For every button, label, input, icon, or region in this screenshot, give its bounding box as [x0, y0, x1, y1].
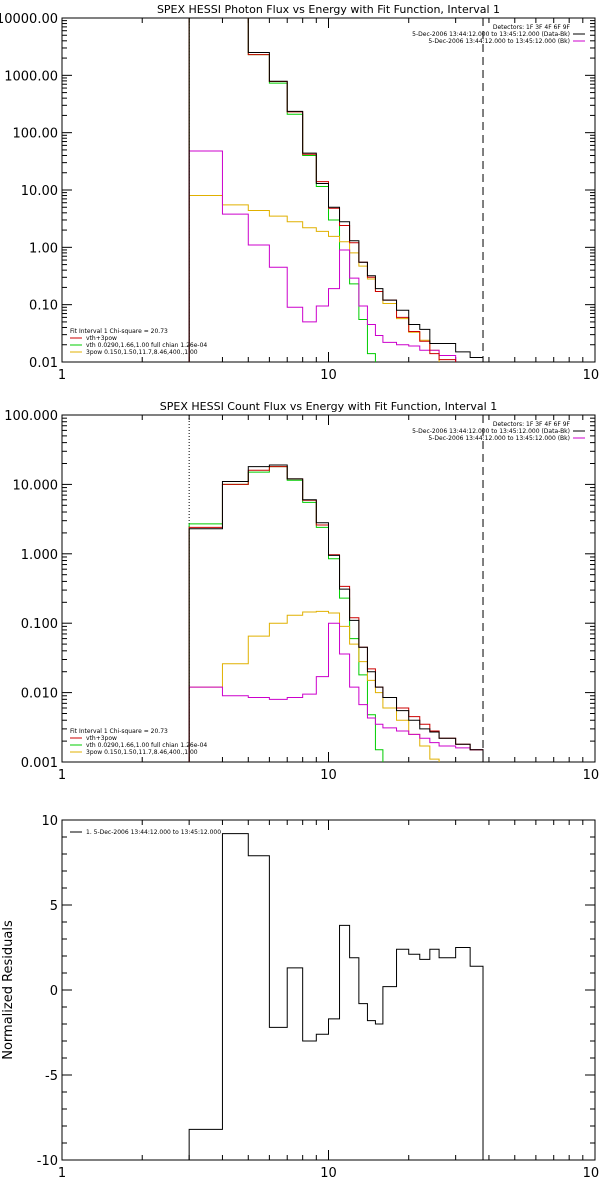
- series-line-4: [188, 466, 484, 762]
- y-tick-label: 10: [41, 814, 58, 829]
- x-tick-label: 10: [320, 368, 337, 383]
- chart-panel-2: SPEX HESSI Count Flux vs Energy with Fit…: [4, 400, 600, 783]
- series-line-3: [188, 150, 457, 362]
- plot-frame: [61, 414, 596, 763]
- y-tick-label: 0.10: [29, 299, 58, 314]
- y-tick-label: 1000.00: [4, 69, 58, 84]
- legend-text: vth+3pow: [86, 335, 117, 342]
- y-tick-label: 0.01: [29, 356, 58, 371]
- y-tick-label: 0.010: [21, 687, 58, 702]
- y-tick-label: 1.000: [21, 548, 58, 563]
- legend-text: vth 0.0290,1.66,1.00 full chian 1.26e-04: [86, 342, 207, 349]
- x-tick-label: 100: [583, 1166, 600, 1181]
- legend-text: Detectors: 1F 3F 4F 6F 9F: [493, 24, 571, 31]
- y-tick-label: -10: [37, 1154, 58, 1169]
- y-tick-label: 10000.00: [0, 12, 58, 27]
- y-tick-label: 0: [50, 984, 58, 999]
- legend-text: 5-Dec-2006 13:44:12.000 to 13:45:12.000 …: [412, 31, 570, 38]
- legend-text: 5-Dec-2006 13:44:12.000 to 13:45:12.000 …: [412, 428, 570, 435]
- plot-area: [188, 833, 484, 1160]
- y-tick-label: 0.001: [21, 756, 58, 771]
- x-tick-label: 100: [583, 368, 600, 383]
- x-tick-label: 1: [58, 768, 66, 783]
- y-tick-label: 0.100: [21, 617, 58, 632]
- legend-text: 3pow 0.150,1.50,11.7,8.46,400.,1.00: [86, 349, 198, 356]
- y-tick-label: 100.000: [4, 409, 58, 424]
- x-tick-label: 1: [58, 1166, 66, 1181]
- x-tick-label: 10: [320, 1166, 337, 1181]
- chart-title: SPEX HESSI Count Flux vs Energy with Fit…: [160, 400, 497, 413]
- y-axis-label: Normalized Residuals: [1, 920, 16, 1060]
- series-line-1: [188, 833, 484, 1160]
- legend-text: Detectors: 1F 3F 4F 6F 9F: [493, 421, 571, 428]
- plot-area: [188, 415, 484, 762]
- y-tick-label: 10.000: [13, 478, 59, 493]
- chart-panel-1: SPEX HESSI Photon Flux vs Energy with Fi…: [0, 3, 600, 383]
- y-tick-label: 100.00: [13, 127, 59, 142]
- x-tick-label: 100: [583, 768, 600, 783]
- plot-area: [188, 18, 484, 362]
- x-tick-label: 1: [58, 368, 66, 383]
- x-tick-label: 10: [320, 768, 337, 783]
- series-line-2: [188, 610, 440, 762]
- y-tick-label: 5: [50, 899, 58, 914]
- series-line-5: [188, 464, 484, 762]
- y-tick-label: 10.00: [21, 184, 58, 199]
- legend-text: Fit Interval 1 Chi-square = 20.73: [70, 728, 168, 735]
- chart-panel-3: 1 10 100 -10 -5 0 5 10 Normalized Residuals 1. 5-…: [1, 814, 600, 1181]
- y-tick-label: 1.00: [29, 241, 58, 256]
- legend-text: 3pow 0.150,1.50,11.7,8.46,400.,1.00: [86, 749, 198, 756]
- legend-text: 5-Dec-2006 13:44:12.000 to 13:45:12.000 …: [428, 38, 570, 45]
- series-line-3: [188, 622, 484, 762]
- legend-text: 1. 5-Dec-2006 13:44:12.000 to 13:45:12.0…: [86, 829, 221, 836]
- chart-title: SPEX HESSI Photon Flux vs Energy with Fi…: [157, 3, 500, 16]
- legend-text: 5-Dec-2006 13:44:12.000 to 13:45:12.000 …: [428, 435, 570, 442]
- plot-frame: [61, 819, 596, 1161]
- legend-text: vth 0.0290,1.66,1.00 full chian 1.26e-04: [86, 742, 207, 749]
- legend-text: Fit Interval 1 Chi-square = 20.73: [70, 328, 168, 335]
- y-tick-label: -5: [45, 1069, 58, 1084]
- series-line-5: [188, 18, 484, 362]
- legend-text: vth+3pow: [86, 735, 117, 742]
